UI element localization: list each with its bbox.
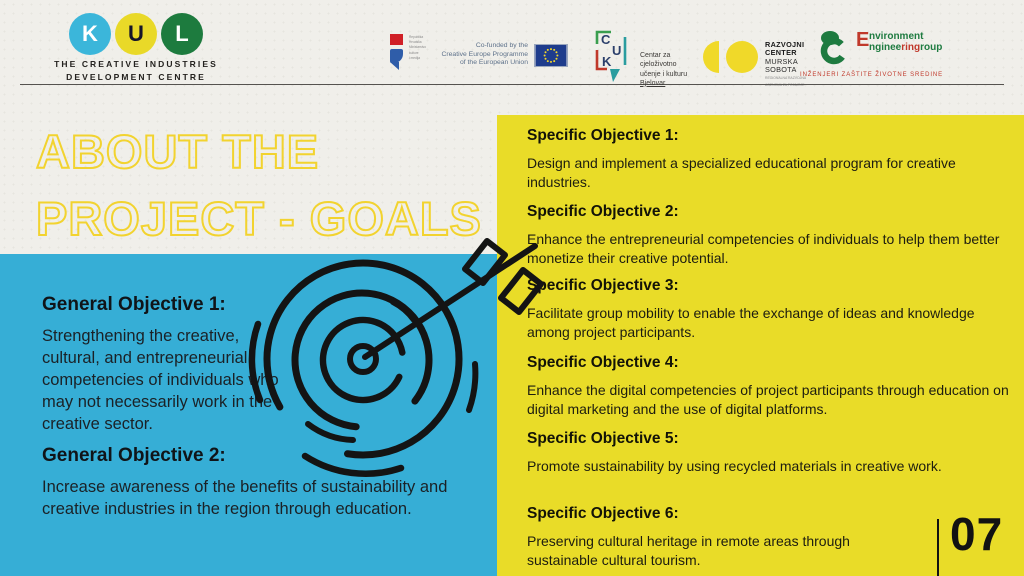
ministry-text-line: Ministarstvo — [409, 45, 427, 50]
cuk-logo-text: Centar za cjeloživotno učenje i kulturu … — [640, 27, 687, 88]
cuk-text-line-1: Centar za — [640, 52, 671, 59]
cuk-logo-mark: C U K — [595, 30, 627, 82]
specific-objective-4: Specific Objective 4: Enhance the digita… — [527, 354, 1024, 419]
kul-logo-circles: K U L — [50, 13, 222, 55]
specific-objective-4-body: Enhance the digital competencies of proj… — [527, 382, 1009, 418]
general-objective-1-body: Strengthening the creative, cultural, an… — [42, 327, 279, 433]
environment-wordmark: E nvironment ngineeringroup — [856, 29, 942, 65]
kul-circle-k: K — [69, 13, 111, 55]
page-number-divider — [937, 519, 939, 576]
kul-letter-u: U — [128, 21, 144, 46]
ministry-text-line: Republika — [409, 35, 424, 39]
environment-tree-icon — [820, 31, 848, 65]
header-divider-line — [20, 84, 1004, 85]
environment-line-1: nvironment — [869, 31, 924, 42]
razvojni-halfdisc-icon — [703, 41, 719, 73]
page-title: ABOUT THE PROJECT - GOALS — [35, 118, 482, 252]
specific-objective-5-title: Specific Objective 5: — [527, 430, 679, 447]
kul-tagline-1: THE CREATIVE INDUSTRIES — [54, 59, 218, 69]
general-objective-2-body: Increase awareness of the benefits of su… — [42, 478, 448, 518]
eu-flag-icon — [534, 44, 568, 67]
general-objective-2-title: General Objective 2: — [42, 445, 226, 466]
eu-text-line-1: Co-funded by the — [475, 42, 528, 49]
cuk-text-line-2: cjeloživotno — [640, 61, 677, 69]
ministry-comma-icon — [390, 49, 403, 70]
razvojni-line-4: SOBOTA — [765, 64, 797, 74]
specific-objective-6: Specific Objective 6: Preserving cultura… — [527, 505, 889, 570]
svg-text:C: C — [601, 32, 611, 47]
general-objective-1-title: General Objective 1: — [42, 294, 226, 315]
eu-text-line-3: of the European Union — [459, 59, 528, 67]
specific-objective-5: Specific Objective 5: Promote sustainabi… — [527, 430, 1024, 476]
environment-line-2: ngineeringroup — [869, 42, 943, 53]
specific-objective-1: Specific Objective 1: Design and impleme… — [527, 127, 989, 192]
cuk-logo: C U K Centar za cjeloživotno učenje i ku… — [590, 27, 687, 88]
eu-cofunded-text: Co-funded by the Creative Europe Program… — [440, 42, 528, 68]
specific-objective-4-title: Specific Objective 4: — [527, 354, 679, 371]
specific-objectives-panel: Specific Objective 1: Design and impleme… — [497, 115, 1024, 576]
razvojni-line-1: RAZVOJNI — [765, 40, 805, 49]
razvojni-line-3: MURSKA — [765, 56, 799, 66]
eu-text-line-2: Creative Europe Programme — [441, 50, 528, 58]
specific-objective-3-title: Specific Objective 3: — [527, 277, 679, 294]
kul-circle-l: L — [161, 13, 203, 55]
specific-objective-6-body: Preserving cultural heritage in remote a… — [527, 533, 850, 569]
page-title-line-1: ABOUT THE — [35, 124, 320, 179]
ministry-red-square — [390, 34, 403, 45]
specific-objective-6-title: Specific Objective 6: — [527, 505, 679, 522]
svg-text:K: K — [602, 54, 612, 69]
specific-objective-2: Specific Objective 2: Enhance the entrep… — [527, 203, 1024, 268]
razvojni-logo-text: RAZVOJNI CENTER MURSKA SOBOTA REGIONALNA… — [765, 40, 806, 87]
razvojni-circle-icon — [726, 41, 758, 73]
general-objectives-panel: General Objective 1: Strengthening the c… — [0, 254, 497, 576]
specific-objective-1-title: Specific Objective 1: — [527, 127, 679, 144]
environment-tagline: INŽENJERI ZAŠTITE ŽIVOTNE SREDINE — [800, 72, 944, 78]
environment-big-e: E — [856, 29, 870, 51]
general-objective-2: General Objective 2: Increase awareness … — [42, 445, 500, 521]
razvojni-tagline-1: REGIONALNA RAZVOJNA — [765, 76, 807, 81]
ministry-text-line: i medija — [409, 55, 420, 60]
specific-objective-1-body: Design and implement a specialized educa… — [527, 155, 956, 191]
bullseye-target-illustration — [248, 238, 544, 477]
page-title-line-2: PROJECT - GOALS — [35, 191, 482, 246]
kul-tagline-2: DEVELOPMENT CENTRE — [66, 72, 206, 82]
specific-objective-3-body: Facilitate group mobility to enable the … — [527, 305, 975, 341]
environment-engineering-logo: E nvironment ngineeringroup INŽENJERI ZA… — [800, 29, 942, 78]
kul-circle-u: U — [115, 13, 157, 55]
page-number: 07 — [950, 508, 1004, 560]
ministry-of-culture-logo: Republika Hrvatska Ministarstvo kulture … — [390, 34, 426, 70]
kul-letter-l: L — [175, 21, 189, 46]
general-objective-1: General Objective 1: Strengthening the c… — [42, 294, 284, 436]
ministry-text-line: kulture — [409, 50, 419, 55]
specific-objective-3: Specific Objective 3: Facilitate group m… — [527, 277, 1009, 342]
specific-objective-2-title: Specific Objective 2: — [527, 203, 679, 220]
specific-objective-2-body: Enhance the entrepreneurial competencies… — [527, 231, 1000, 267]
cuk-text-line-3: učenje i kulturu — [640, 70, 688, 78]
svg-text:U: U — [612, 43, 621, 58]
razvojni-center-logo: RAZVOJNI CENTER MURSKA SOBOTA REGIONALNA… — [703, 40, 806, 87]
cuk-text-line-4: Bjelovar — [640, 79, 666, 87]
ministry-text-line: Hrvatska — [409, 40, 422, 45]
razvojni-line-2: CENTER — [765, 48, 797, 58]
eu-cofunded-logo: Co-funded by the Creative Europe Program… — [440, 42, 568, 68]
ministry-logo-text: Republika Hrvatska Ministarstvo kulture … — [409, 34, 426, 63]
ministry-logo-marks — [390, 34, 404, 70]
kul-logo: K U L THE CREATIVE INDUSTRIES DEVELOPMEN… — [50, 13, 222, 82]
specific-objective-5-body: Promote sustainability by using recycled… — [527, 458, 942, 474]
kul-letter-k: K — [82, 21, 98, 46]
